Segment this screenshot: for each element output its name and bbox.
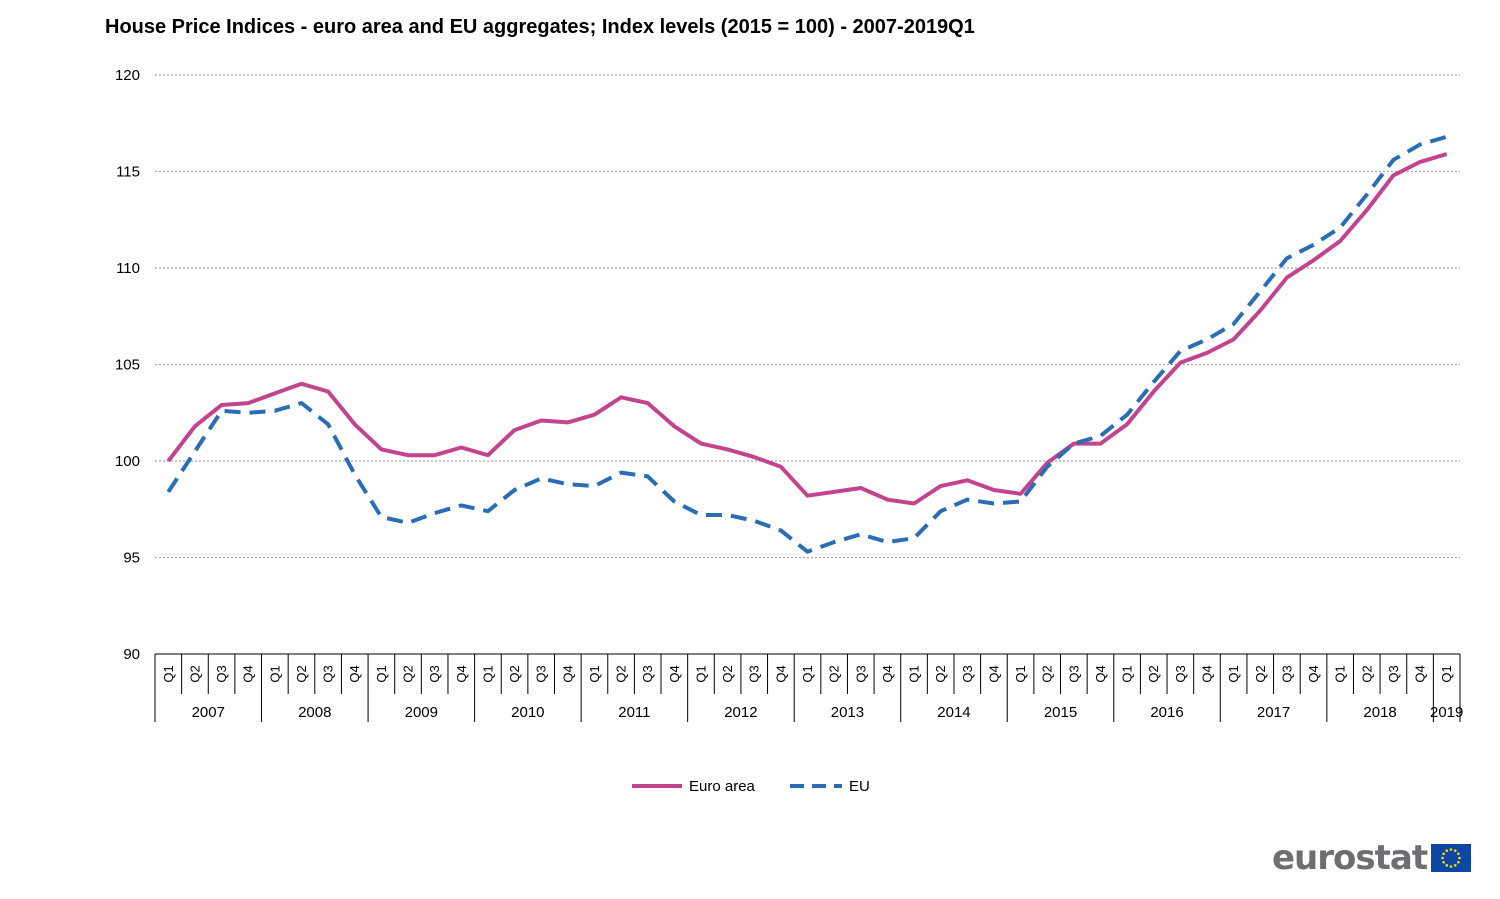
quarter-tick-label: Q3 xyxy=(534,665,549,682)
y-tick-label-100: 100 xyxy=(115,453,140,470)
quarter-tick-label: Q2 xyxy=(614,665,629,682)
quarter-tick-label: Q2 xyxy=(1040,665,1055,682)
year-tick-label: 2016 xyxy=(1150,704,1183,721)
year-tick-label: 2019 xyxy=(1430,704,1463,721)
chart-title: House Price Indices - euro area and EU a… xyxy=(105,16,975,38)
flag-star-icon xyxy=(1458,856,1461,860)
quarter-tick-label: Q4 xyxy=(1199,665,1214,682)
quarter-tick-label: Q4 xyxy=(880,665,895,682)
y-tick-label-110: 110 xyxy=(116,260,140,277)
year-tick-label: 2013 xyxy=(831,704,864,721)
quarter-tick-label: Q3 xyxy=(214,665,229,682)
quarter-tick-label: Q2 xyxy=(933,665,948,682)
y-tick-label-120: 120 xyxy=(115,67,140,84)
quarter-tick-label: Q2 xyxy=(401,665,416,682)
quarter-tick-label: Q1 xyxy=(800,665,815,682)
flag-star-icon xyxy=(1457,852,1460,856)
year-tick-label: 2018 xyxy=(1363,704,1396,721)
quarter-tick-label: Q2 xyxy=(1359,665,1374,682)
quarter-tick-label: Q3 xyxy=(640,665,655,682)
flag-star-icon xyxy=(1454,849,1457,852)
quarter-tick-label: Q2 xyxy=(720,665,735,682)
flag-star-icon xyxy=(1441,856,1444,860)
quarter-tick-label: Q4 xyxy=(1306,665,1321,682)
logo-text: eurostat xyxy=(1272,838,1428,878)
legend-label-eu: EU xyxy=(849,778,870,795)
flag-star-icon xyxy=(1457,860,1460,864)
quarter-tick-label: Q2 xyxy=(294,665,309,682)
quarter-tick-label: Q4 xyxy=(773,665,788,682)
quarter-tick-label: Q3 xyxy=(1279,665,1294,682)
quarter-tick-label: Q1 xyxy=(587,665,602,682)
quarter-tick-label: Q1 xyxy=(1120,665,1135,682)
flag-star-icon xyxy=(1445,849,1449,852)
flag-star-icon xyxy=(1442,852,1446,856)
quarter-tick-label: Q1 xyxy=(267,665,282,682)
year-tick-label: 2017 xyxy=(1257,704,1290,721)
quarter-tick-label: Q4 xyxy=(347,665,362,682)
series-line-eu xyxy=(166,134,1448,554)
quarter-tick-label: Q3 xyxy=(960,665,975,682)
flag-star-icon xyxy=(1449,848,1453,851)
quarter-tick-label: Q3 xyxy=(427,665,442,682)
series-lines xyxy=(166,134,1448,554)
quarter-tick-label: Q3 xyxy=(853,665,868,682)
eu-flag-icon xyxy=(1431,844,1472,872)
quarter-tick-label: Q4 xyxy=(241,665,256,682)
legend: Euro area EU xyxy=(632,778,870,795)
flag-star-icon xyxy=(1454,864,1457,867)
year-tick-label: 2015 xyxy=(1044,704,1077,721)
y-tick-label-105: 105 xyxy=(115,357,140,374)
quarter-tick-label: Q3 xyxy=(747,665,762,682)
quarter-tick-label: Q4 xyxy=(1413,665,1428,682)
gridlines: 90 95 100 105 110 115 120 xyxy=(115,67,1460,663)
quarter-tick-label: Q1 xyxy=(480,665,495,682)
quarter-tick-label: Q4 xyxy=(986,665,1001,682)
y-tick-label-95: 95 xyxy=(123,550,140,567)
quarter-tick-label: Q1 xyxy=(161,665,176,682)
year-tick-label: 2011 xyxy=(618,704,650,721)
legend-label-euro-area: Euro area xyxy=(689,778,756,795)
year-tick-label: 2010 xyxy=(511,704,544,721)
series-line-euro-area xyxy=(166,152,1448,506)
quarter-tick-label: Q4 xyxy=(667,665,682,682)
x-axis: Q1 Q2 Q3 Q4 Q1 Q2 Q3 Q4 Q1 Q2 Q3 Q4 Q1 Q2 Q3 Q4 Q1 Q2 Q3 Q4… xyxy=(154,653,1463,722)
quarter-tick-label: Q2 xyxy=(827,665,842,682)
year-tick-label: 2007 xyxy=(192,704,225,721)
year-tick-label: 2009 xyxy=(405,704,438,721)
y-tick-label-90: 90 xyxy=(123,646,140,663)
year-tick-label: 2014 xyxy=(937,704,970,721)
quarter-tick-label: Q3 xyxy=(1173,665,1188,682)
quarter-tick-label: Q2 xyxy=(187,665,202,682)
quarter-tick-label: Q1 xyxy=(693,665,708,682)
quarter-tick-label: Q4 xyxy=(560,665,575,682)
y-tick-label-115: 115 xyxy=(116,164,140,181)
quarter-tick-label: Q2 xyxy=(507,665,522,682)
quarter-tick-label: Q4 xyxy=(454,665,469,682)
quarter-tick-label: Q2 xyxy=(1146,665,1161,682)
quarter-tick-label: Q3 xyxy=(321,665,336,682)
quarter-tick-label: Q1 xyxy=(1226,665,1241,682)
quarter-tick-label: Q4 xyxy=(1093,665,1108,682)
quarter-tick-label: Q1 xyxy=(374,665,389,682)
year-tick-label: 2008 xyxy=(298,704,331,721)
quarter-tick-label: Q1 xyxy=(907,665,922,682)
flag-star-icon xyxy=(1445,864,1449,867)
quarter-tick-label: Q1 xyxy=(1333,665,1348,682)
quarter-tick-label: Q1 xyxy=(1439,665,1454,682)
quarter-tick-label: Q1 xyxy=(1013,665,1028,682)
quarter-tick-label: Q3 xyxy=(1386,665,1401,682)
eurostat-logo: eurostat xyxy=(1272,838,1472,878)
quarter-tick-label: Q2 xyxy=(1253,665,1268,682)
year-tick-label: 2012 xyxy=(724,704,757,721)
flag-star-icon xyxy=(1442,860,1446,864)
quarter-tick-label: Q3 xyxy=(1066,665,1081,682)
flag-star-icon xyxy=(1449,865,1453,868)
